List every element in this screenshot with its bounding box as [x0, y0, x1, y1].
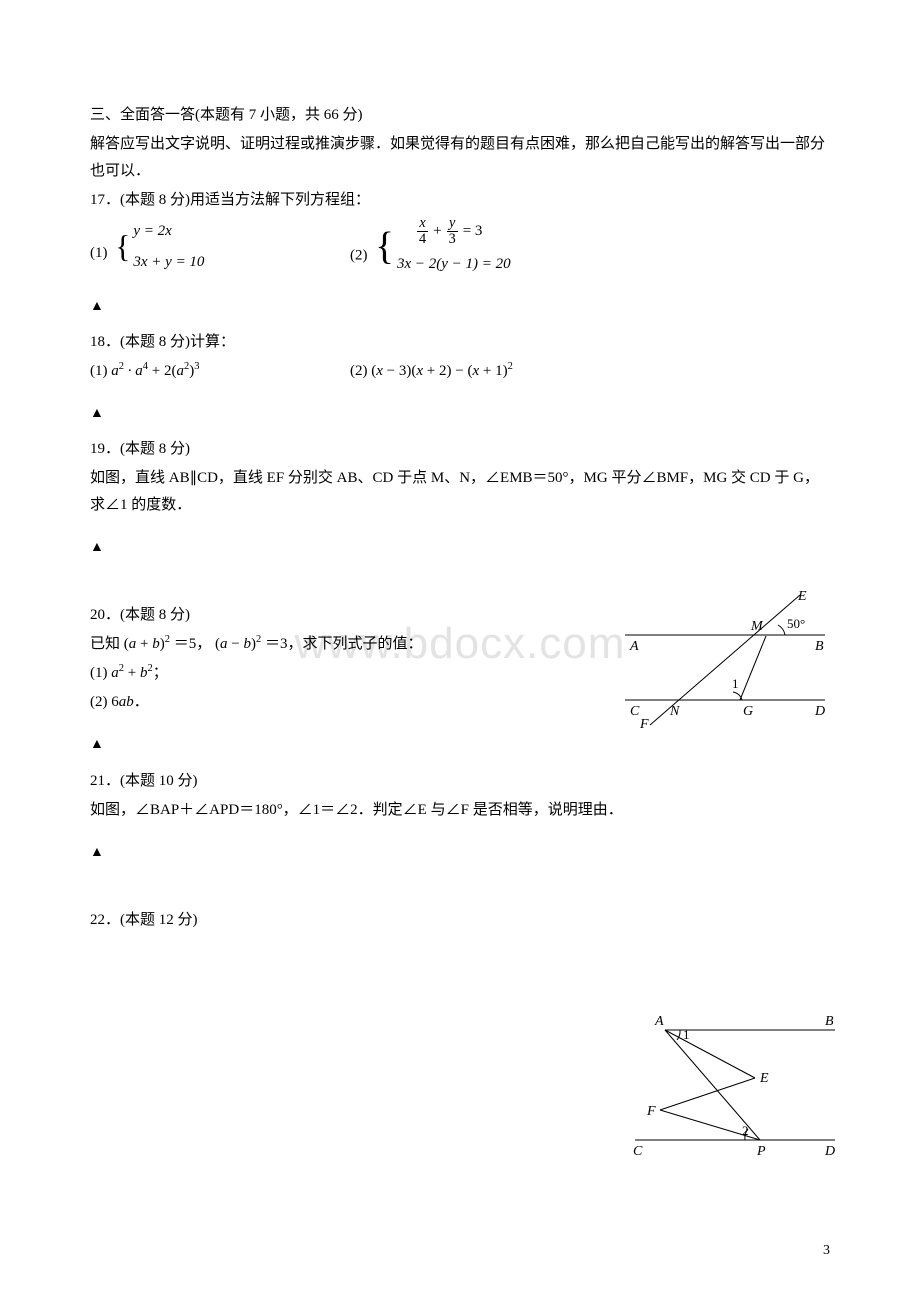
q17-equations: (1) { y = 2x 3x + y = 10 (2) { x4 + y3 = [90, 216, 830, 278]
svg-text:F: F [646, 1104, 656, 1119]
q21-diagram: A B C D E F P 1 2 [625, 1010, 845, 1160]
q20-body: 已知 (a + b)2 ＝5， (a − b)2 ＝3，求下列式子的值： [90, 631, 830, 658]
svg-text:1: 1 [683, 1027, 690, 1042]
q18-expr1: a2 · a4 + 2(a2)3 [111, 363, 199, 379]
q17-sys1-row2: 3x + y = 10 [133, 249, 204, 276]
brace-icon: { [375, 229, 394, 264]
q20-part2: (2) 6ab． [90, 689, 830, 716]
svg-text:2: 2 [742, 1123, 749, 1138]
q18-part2-label: (2) [350, 363, 368, 379]
section-instruction: 解答应写出文字说明、证明过程或推演步骤．如果觉得有的题目有点困难，那么把自己能写… [90, 131, 830, 185]
q20-part1: (1) a2 + b2； [90, 660, 830, 687]
q17-part2-label: (2) [350, 247, 368, 263]
answer-placeholder: ▲ [90, 840, 830, 865]
page-number: 3 [823, 1238, 830, 1263]
q21-header: 21．(本题 10 分) [90, 768, 830, 795]
q18-part1-label: (1) [90, 363, 108, 379]
answer-placeholder: ▲ [90, 294, 830, 319]
q19-body: 如图，直线 AB∥CD，直线 EF 分别交 AB、CD 于点 M、N，∠EMB＝… [90, 465, 830, 519]
svg-text:C: C [633, 1144, 643, 1159]
q17-sys1-row1: y = 2x [133, 218, 204, 245]
answer-placeholder: ▲ [90, 732, 830, 757]
q18-expr2: (x − 3)(x + 2) − (x + 1)2 [371, 363, 513, 379]
q17-sys2-row2: 3x − 2(y − 1) = 20 [397, 251, 511, 278]
section-title: 三、全面答一答(本题有 7 小题，共 66 分) [90, 102, 830, 129]
q22-header: 22．(本题 12 分) [90, 907, 830, 934]
q18-header: 18．(本题 8 分)计算： [90, 329, 830, 356]
answer-placeholder: ▲ [90, 535, 830, 560]
q18-equations: (1) a2 · a4 + 2(a2)3 (2) (x − 3)(x + 2) … [90, 358, 830, 385]
answer-placeholder: ▲ [90, 401, 830, 426]
svg-text:A: A [654, 1014, 664, 1029]
svg-text:D: D [824, 1144, 835, 1159]
svg-text:P: P [756, 1144, 766, 1159]
q17-part1-label: (1) [90, 245, 108, 261]
q17-sys2-row1: x4 + y3 = 3 [397, 216, 511, 247]
q21-body: 如图，∠BAP＋∠APD＝180°，∠1＝∠2．判定∠E 与∠F 是否相等，说明… [90, 797, 830, 824]
svg-text:B: B [825, 1014, 834, 1029]
svg-text:E: E [759, 1071, 769, 1086]
q20-header: 20．(本题 8 分) [90, 602, 830, 629]
q19-header: 19．(本题 8 分) [90, 436, 830, 463]
brace-icon: { [115, 233, 130, 261]
q17-header: 17．(本题 8 分)用适当方法解下列方程组： [90, 187, 830, 214]
